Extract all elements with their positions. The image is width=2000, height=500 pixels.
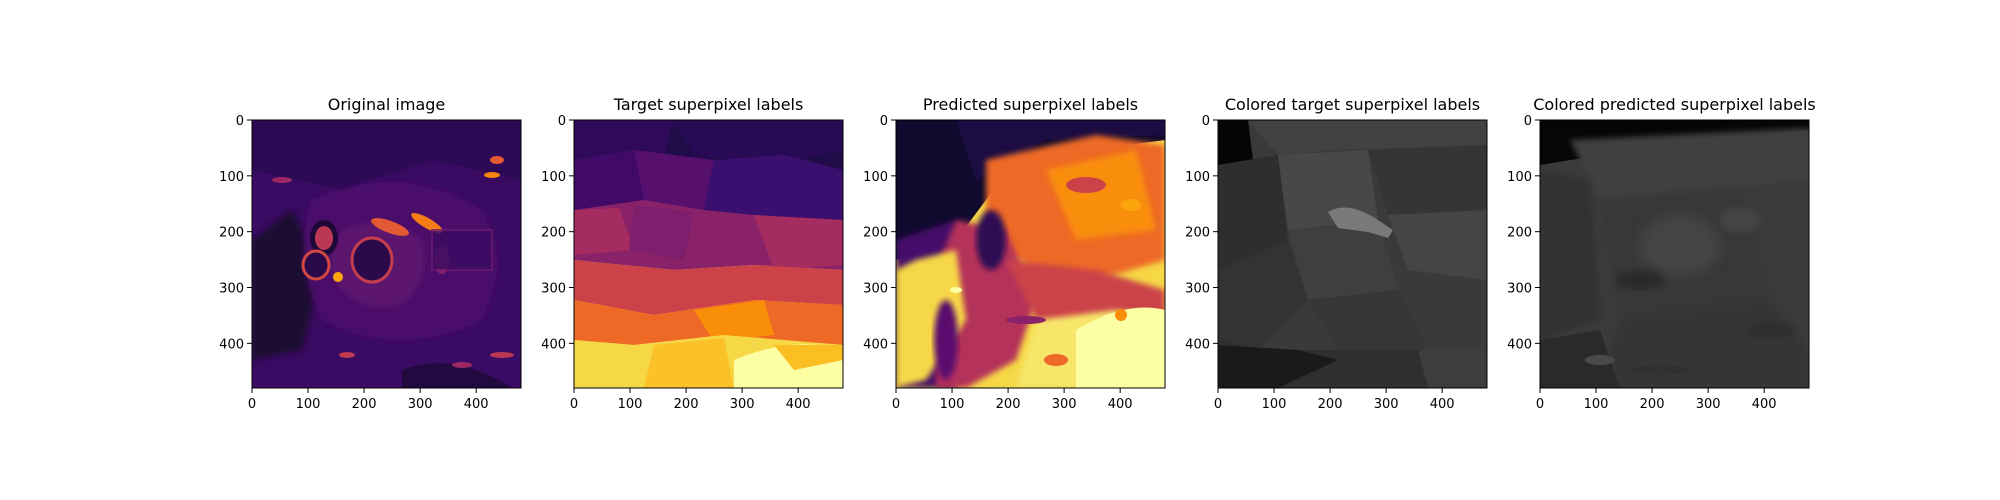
y-tick-label: 100 (863, 170, 888, 185)
axes-frame (1539, 119, 1810, 389)
panel-title: Original image (328, 95, 446, 114)
x-tick-label: 0 (892, 397, 900, 412)
y-tick-label: 0 (1202, 114, 1210, 129)
y-tick-label: 400 (1185, 337, 1210, 352)
x-tick-label: 200 (674, 397, 699, 412)
heatmap-image (1540, 120, 1809, 388)
x-tick-label: 400 (786, 397, 811, 412)
x-tick-label: 200 (1640, 397, 1665, 412)
x-tick-label: 400 (1752, 397, 1777, 412)
x-tick-label: 300 (1696, 397, 1721, 412)
y-tick-label: 300 (219, 282, 244, 297)
x-tick-label: 400 (1430, 397, 1455, 412)
y-tick-label: 400 (1507, 337, 1532, 352)
x-tick-label: 0 (1536, 397, 1544, 412)
y-tick-label: 200 (863, 226, 888, 241)
y-tick-label: 100 (541, 170, 566, 185)
y-tick-label: 300 (863, 282, 888, 297)
axes-frame (251, 119, 522, 389)
y-tick-label: 0 (236, 114, 244, 129)
panel-title: Colored target superpixel labels (1225, 95, 1480, 114)
panel-title: Colored predicted superpixel labels (1533, 95, 1816, 114)
y-tick-label: 0 (1524, 114, 1532, 129)
axes-frame (1217, 119, 1488, 389)
axes-frame (895, 119, 1166, 389)
y-tick-label: 200 (1185, 226, 1210, 241)
panel-4: Colored target superpixel labels 0 100 200 3… (1185, 95, 1488, 412)
y-tick-label: 300 (1507, 282, 1532, 297)
panel-3: Predicted superpixel labels 0 100 200 300 400… (863, 95, 1166, 412)
y-tick-label: 200 (541, 226, 566, 241)
panel-2: Target superpixel labels 0 100 200 300 400 0 10… (541, 95, 844, 412)
x-tick-label: 0 (248, 397, 256, 412)
y-tick-label: 400 (541, 337, 566, 352)
panel-title: Predicted superpixel labels (923, 95, 1138, 114)
x-tick-label: 200 (996, 397, 1021, 412)
x-tick-label: 100 (1262, 397, 1287, 412)
x-tick-label: 0 (570, 397, 578, 412)
y-tick-label: 300 (541, 282, 566, 297)
x-tick-label: 100 (1584, 397, 1609, 412)
heatmap-image (574, 120, 843, 388)
x-tick-label: 100 (940, 397, 965, 412)
heatmap-image (252, 120, 521, 388)
x-tick-label: 300 (730, 397, 755, 412)
y-tick-label: 0 (558, 114, 566, 129)
y-tick-label: 100 (1507, 170, 1532, 185)
x-tick-label: 0 (1214, 397, 1222, 412)
y-tick-label: 300 (1185, 282, 1210, 297)
axes-frame (573, 119, 844, 389)
y-tick-label: 100 (219, 170, 244, 185)
panel-title: Target superpixel labels (613, 95, 804, 114)
x-tick-label: 300 (1374, 397, 1399, 412)
y-tick-label: 200 (219, 226, 244, 241)
x-tick-label: 100 (296, 397, 321, 412)
x-tick-label: 400 (464, 397, 489, 412)
x-tick-label: 100 (618, 397, 643, 412)
x-tick-label: 400 (1108, 397, 1133, 412)
y-tick-label: 400 (219, 337, 244, 352)
y-tick-label: 400 (863, 337, 888, 352)
heatmap-image (896, 120, 1165, 388)
heatmap-image (1218, 120, 1487, 388)
x-tick-label: 300 (408, 397, 433, 412)
y-tick-label: 200 (1507, 226, 1532, 241)
y-tick-label: 0 (880, 114, 888, 129)
y-tick-label: 100 (1185, 170, 1210, 185)
x-tick-label: 200 (1318, 397, 1343, 412)
panel-1: Original image 0 100 200 300 400 0 100 200 300 400 (219, 95, 522, 412)
x-tick-label: 200 (352, 397, 377, 412)
x-tick-label: 300 (1052, 397, 1077, 412)
